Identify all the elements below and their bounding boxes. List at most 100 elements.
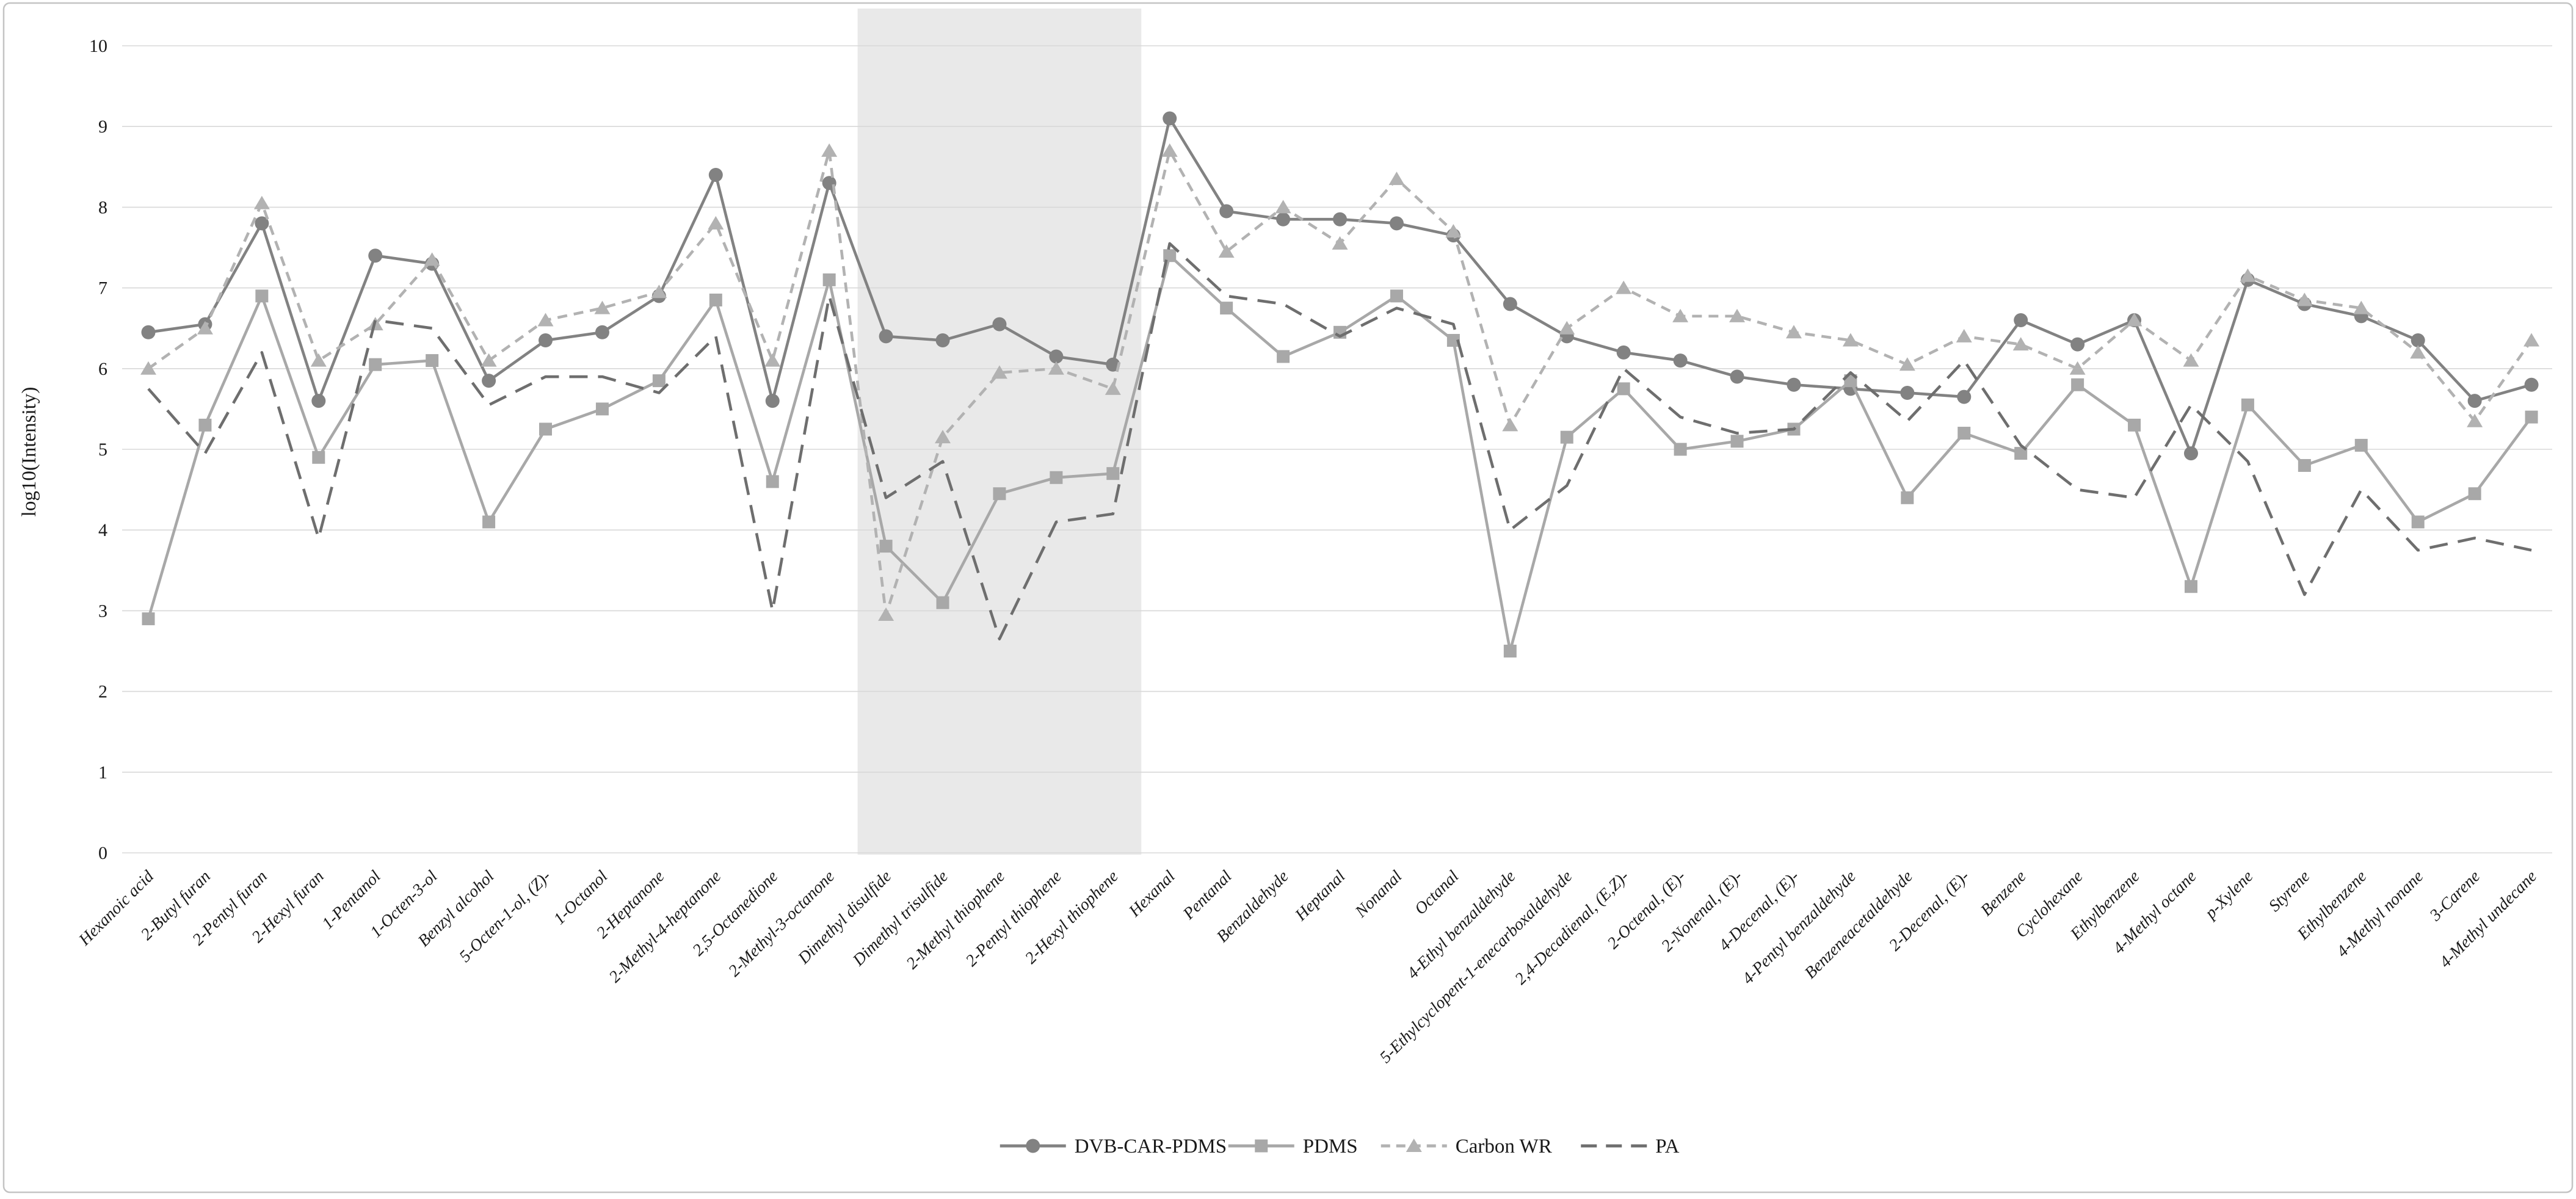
data-point-circle [595, 325, 609, 339]
data-point-triangle [1729, 308, 1746, 322]
legend-label: DVB-CAR-PDMS [1075, 1136, 1227, 1157]
data-point-triangle [821, 143, 838, 157]
data-point-circle [1049, 349, 1064, 364]
data-point-triangle [1672, 308, 1689, 322]
legend-item-dvb-car-pdms[interactable]: DVB-CAR-PDMS [1000, 1136, 1227, 1157]
data-point-circle [539, 333, 553, 348]
data-point-triangle [1842, 333, 1859, 347]
data-point-circle [2014, 313, 2028, 327]
data-point-triangle [140, 361, 156, 375]
data-point-circle [2070, 337, 2085, 352]
data-point-square [198, 418, 212, 432]
series-carbon-wr[interactable] [140, 143, 2540, 621]
series-pa[interactable] [147, 242, 2532, 640]
data-point-triangle [2183, 353, 2199, 367]
data-point-square [142, 612, 155, 626]
series-lines [140, 111, 2540, 657]
y-tick-label: 9 [98, 117, 107, 137]
data-point-square [1730, 435, 1744, 448]
data-point-square [709, 293, 722, 306]
data-point-triangle [2410, 345, 2426, 359]
data-point-circle [2524, 377, 2539, 392]
data-point-square [2525, 410, 2538, 424]
data-point-circle [255, 216, 269, 231]
data-point-triangle [253, 195, 270, 209]
data-point-square [993, 487, 1006, 501]
data-point-square [1390, 289, 1403, 303]
data-point-square [766, 475, 779, 488]
legend-item-pa[interactable]: PA [1581, 1136, 1680, 1157]
data-point-triangle [310, 353, 327, 367]
data-point-square [1617, 382, 1630, 396]
legend-label: PA [1655, 1136, 1679, 1157]
data-point-circle [2411, 333, 2425, 348]
legend: DVB-CAR-PDMS PDMS Carbon WR PA [1000, 1136, 1680, 1157]
series-pdms[interactable] [142, 249, 2538, 657]
data-point-square [1277, 350, 1290, 363]
data-point-circle [141, 325, 156, 339]
data-point-square [1220, 302, 1233, 315]
data-point-circle [1503, 297, 1517, 311]
data-point-circle [2183, 446, 2198, 461]
data-point-square [1446, 334, 1460, 347]
data-point-square [822, 273, 836, 286]
data-point-square [2128, 418, 2141, 432]
data-point-circle [368, 248, 383, 263]
legend-item-carbon-wr[interactable]: Carbon WR [1381, 1136, 1552, 1157]
data-point-square [1901, 491, 1914, 504]
data-point-triangle [2523, 333, 2540, 347]
y-tick-label: 6 [98, 359, 107, 379]
data-point-triangle [1956, 328, 1972, 342]
data-point-triangle [1275, 200, 1291, 214]
data-point-triangle [764, 353, 781, 367]
data-point-triangle [1332, 236, 1348, 250]
data-point-circle [1900, 385, 1915, 400]
data-point-triangle [2126, 313, 2142, 327]
data-point-square [1106, 467, 1120, 480]
data-point-triangle [1899, 357, 1915, 371]
data-point-square [482, 515, 496, 529]
data-point-triangle [1502, 418, 1518, 432]
data-point-triangle [2012, 337, 2029, 351]
data-point-triangle [1559, 321, 1575, 335]
series-line[interactable] [147, 242, 2532, 640]
legend-label: Carbon WR [1456, 1136, 1552, 1157]
legend-item-pdms[interactable]: PDMS [1228, 1136, 1358, 1157]
data-point-square [2241, 398, 2254, 411]
data-point-square [1560, 430, 1573, 444]
data-point-triangle [651, 284, 667, 299]
legend-label: PDMS [1303, 1136, 1358, 1157]
data-point-circle [1026, 1139, 1040, 1153]
data-point-square [652, 374, 666, 388]
data-point-triangle [424, 252, 440, 266]
data-point-square [2468, 487, 2481, 501]
y-tick-label: 3 [98, 601, 107, 621]
data-point-square [936, 596, 949, 609]
data-point-square [1163, 249, 1177, 263]
data-point-square [879, 540, 893, 553]
data-point-triangle [878, 607, 894, 621]
data-point-circle [935, 333, 950, 348]
data-point-square [1255, 1139, 1268, 1153]
data-point-circle [992, 317, 1007, 331]
y-tick-label: 4 [98, 520, 107, 540]
y-tick-label: 7 [98, 278, 107, 299]
data-point-square [426, 354, 439, 368]
data-point-circle [311, 394, 326, 408]
data-point-triangle [1445, 224, 1462, 238]
data-point-triangle [991, 365, 1007, 379]
data-point-circle [1276, 212, 1291, 226]
data-point-square [2071, 378, 2084, 391]
data-point-square [1674, 443, 1687, 456]
data-point-triangle [2353, 300, 2370, 314]
data-point-circle [1787, 377, 1801, 392]
y-tick-label: 2 [98, 682, 107, 702]
data-point-square [2298, 458, 2311, 472]
data-point-circle [1616, 345, 1631, 360]
data-point-square [1050, 471, 1063, 484]
data-point-triangle [708, 216, 724, 230]
data-point-circle [1730, 369, 1744, 384]
data-point-triangle [537, 313, 554, 327]
